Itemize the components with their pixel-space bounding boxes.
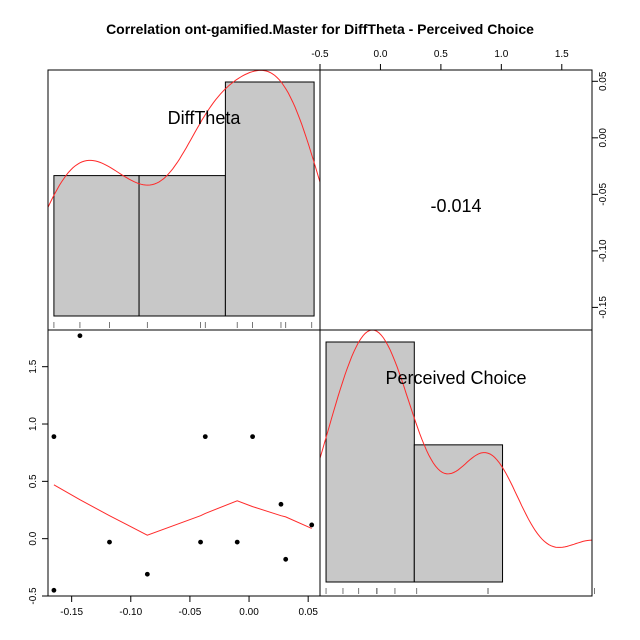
smooth-line — [53, 484, 312, 536]
right-tick-label: 0.05 — [598, 71, 609, 91]
histogram-bar — [325, 341, 415, 583]
right-tick-label: -0.05 — [598, 183, 609, 206]
density-line — [320, 330, 592, 548]
scatter-point — [250, 434, 255, 440]
right-tick-label: -0.15 — [598, 296, 609, 319]
variable-name-perceived-choice: Perceived Choice — [385, 368, 526, 388]
x-tick-label: 0.05 — [298, 607, 318, 618]
panel-border — [47, 329, 321, 597]
panel-difftheta-histogram: DiffTheta — [48, 70, 320, 328]
top-tick-label: 0.0 — [373, 49, 387, 60]
right-tick-label: 0.00 — [598, 128, 609, 148]
chart-title: Correlation ont-gamified.Master for Diff… — [106, 21, 534, 37]
outer-axes: -0.15 -0.10 -0.05 0.00 0.05 -0.5 0.0 0.5 1.0 1.5 -… — [28, 49, 609, 618]
scatter-point — [198, 539, 203, 545]
y-tick-label: 0.0 — [28, 531, 39, 545]
right-tick-label: -0.10 — [598, 239, 609, 262]
correlation-value: -0.014 — [430, 196, 481, 216]
histogram-bar — [413, 444, 504, 583]
histogram-bar — [224, 81, 315, 317]
y-tick-label: 1.5 — [28, 359, 39, 373]
panel-scatter — [51, 333, 315, 593]
top-tick-label: 1.5 — [555, 49, 569, 60]
histogram-bar — [53, 175, 140, 317]
y-tick-label: 0.5 — [28, 474, 39, 488]
x-tick-label: -0.10 — [119, 607, 142, 618]
scatter-point — [283, 556, 289, 562]
top-tick-label: 0.5 — [434, 49, 448, 60]
x-tick-label: -0.15 — [60, 607, 83, 618]
x-tick-label: -0.05 — [179, 607, 202, 618]
histogram-bar — [138, 175, 226, 317]
scatter-point — [107, 539, 112, 545]
top-tick-label: 1.0 — [494, 49, 508, 60]
scatter-point — [77, 333, 83, 339]
scatter-point — [202, 434, 208, 440]
panel-correlation: -0.014 — [430, 196, 481, 216]
scatter-point — [51, 587, 57, 593]
scatter-point — [144, 571, 150, 577]
top-tick-label: -0.5 — [311, 49, 329, 60]
scatter-point — [51, 434, 57, 440]
scatter-point — [309, 522, 315, 528]
y-tick-label: -0.5 — [28, 587, 39, 605]
panel-perceived-choice-histogram: Perceived Choice — [320, 330, 595, 594]
density-line — [48, 70, 320, 208]
panel-border — [319, 329, 593, 597]
y-tick-label: 1.0 — [28, 417, 39, 431]
x-tick-label: 0.00 — [239, 607, 259, 618]
scatter-point — [278, 501, 284, 507]
scatter-point — [234, 539, 240, 545]
variable-name-difftheta: DiffTheta — [168, 108, 242, 128]
